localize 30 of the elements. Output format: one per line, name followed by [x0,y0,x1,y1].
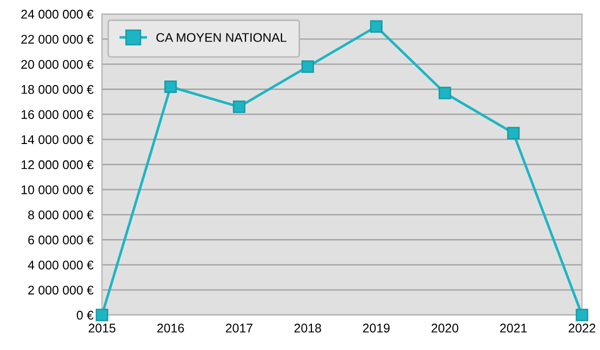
legend-label: CA MOYEN NATIONAL [156,33,286,42]
y-tick-label: 18 000 000 € [22,85,94,94]
x-tick-label: 2019 [363,324,390,333]
y-tick-label: 24 000 000 € [21,10,94,19]
point [370,20,383,33]
point [301,60,314,73]
y-tick-label: 14 000 000 € [22,135,94,144]
point [96,308,108,322]
y-tick-label: 16 000 000 € [22,110,94,119]
y-tick-label: 6 000 000 € [28,236,94,244]
x-tick-label: 2015 [88,324,116,333]
y-tick-label: 22 000 000 € [21,34,94,44]
x-tick-label: 2021 [500,324,527,333]
x-tick-label: 2018 [294,324,322,333]
y-tick-label: 0 € [76,310,94,320]
point [507,126,520,140]
y-tick-label: 2 000 000 € [28,286,94,295]
point [232,100,246,114]
x-tick-label: 2016 [157,324,184,333]
y-tick-label: 20 000 000 € [21,60,94,69]
y-tick-label: 10 000 000 € [22,185,94,194]
x-tick-label: 2017 [226,324,252,333]
y-tick-label: 4 000 000 € [28,260,94,270]
x-tick-label: 2022 [568,324,596,333]
y-tick-label: 8 000 000 € [28,210,94,220]
x-tick-label: 2020 [432,324,458,333]
y-tick-label: 12 000 000 € [22,160,94,170]
point [576,308,588,322]
point [164,80,177,93]
point [438,86,452,100]
